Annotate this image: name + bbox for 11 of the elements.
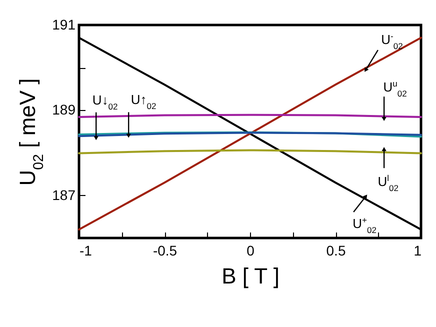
x-tick-label: -0.5: [152, 242, 178, 258]
x-tick-label: -1: [80, 242, 92, 258]
x-tick-label: 0.5: [326, 242, 346, 258]
y-tick-label: 191: [52, 16, 76, 32]
y-tick-label: 187: [52, 186, 76, 203]
x-axis-title: B [ T ]: [222, 264, 280, 288]
y-tick-label: 189: [52, 102, 76, 118]
x-tick-label: 0: [246, 242, 255, 258]
x-tick-label: 1: [414, 242, 422, 258]
annotation: U↓$_{02}$: [92, 92, 118, 112]
annotation: U↑$_{02}$: [130, 92, 157, 112]
